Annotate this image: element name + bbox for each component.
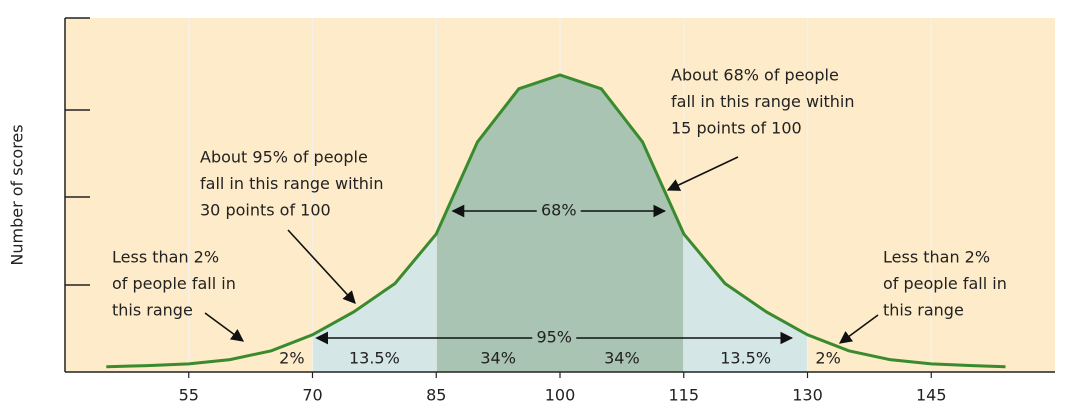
segment-label: 2%: [815, 349, 840, 368]
annotation: About 68% of people: [671, 66, 839, 85]
annotation-arrow: [287, 229, 356, 304]
x-tick-label: 145: [916, 386, 947, 405]
annotation-arrow: [666, 156, 739, 191]
annotation: 30 points of 100: [200, 201, 331, 220]
segment-label: 13.5%: [720, 349, 771, 368]
segment-label: 13.5%: [349, 349, 400, 368]
band: [436, 75, 684, 372]
segment-label: 34%: [480, 349, 516, 368]
segment-label: 34%: [604, 349, 640, 368]
annotation: this range: [112, 301, 193, 320]
x-tick-label: 85: [426, 386, 446, 405]
x-tick-label: 115: [668, 386, 699, 405]
x-tick-label: 130: [792, 386, 823, 405]
range-label: 95%: [536, 328, 572, 347]
annotation-arrow: [204, 312, 245, 342]
annotation-arrow: [838, 314, 879, 344]
annotation: Less than 2%: [883, 248, 990, 267]
annotation: 15 points of 100: [671, 119, 802, 138]
annotation: fall in this range within: [671, 92, 855, 111]
annotation: fall in this range within: [200, 174, 384, 193]
annotation: this range: [883, 301, 964, 320]
x-tick-label: 55: [179, 386, 199, 405]
x-tick-label: 100: [545, 386, 576, 405]
annotation: of people fall in: [883, 274, 1007, 293]
x-tick-label: 70: [302, 386, 322, 405]
annotation: Less than 2%: [112, 248, 219, 267]
y-axis-label: Number of scores: [8, 124, 27, 265]
curve: [106, 73, 1006, 369]
annotation: About 95% of people: [200, 148, 368, 167]
segment-label: 2%: [279, 349, 304, 368]
range-label: 68%: [541, 201, 577, 220]
annotation: of people fall in: [112, 274, 236, 293]
